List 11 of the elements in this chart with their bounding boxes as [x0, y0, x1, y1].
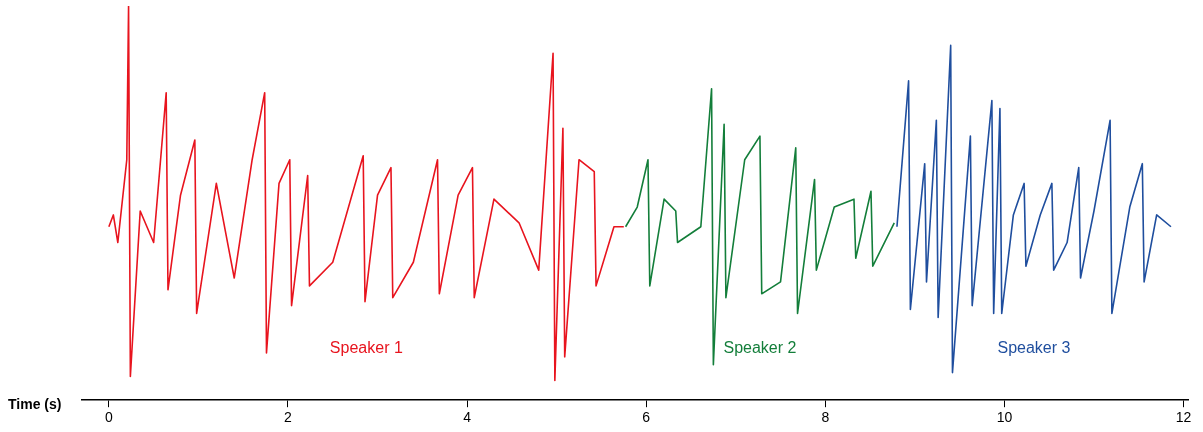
x-tick-label: 2 — [284, 409, 293, 426]
x-tick-label: 0 — [104, 409, 113, 426]
x-axis-title: Time (s) — [8, 396, 62, 413]
series-label: Speaker 3 — [997, 338, 1071, 356]
x-tick-label: 8 — [821, 409, 830, 426]
x-tick-label: 4 — [463, 409, 472, 426]
x-tick-label: 12 — [1175, 409, 1192, 426]
series-label: Speaker 2 — [723, 338, 797, 356]
x-tick-label: 10 — [996, 409, 1013, 426]
x-tick-label: 6 — [642, 409, 651, 426]
text: Speaker 1 — [329, 338, 403, 356]
